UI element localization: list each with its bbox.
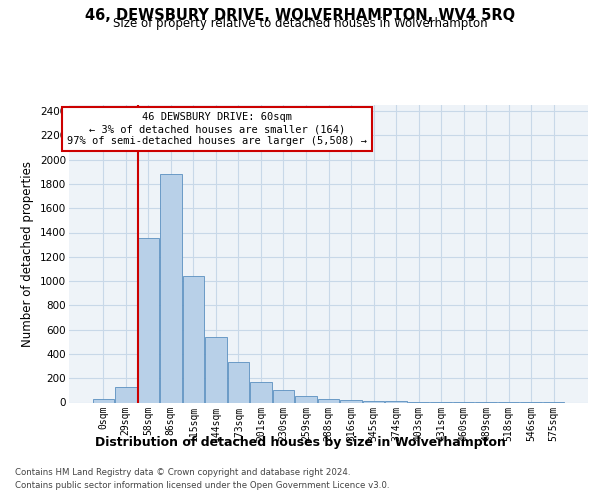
Bar xyxy=(340,400,362,402)
Text: 46, DEWSBURY DRIVE, WOLVERHAMPTON, WV4 5RQ: 46, DEWSBURY DRIVE, WOLVERHAMPTON, WV4 5… xyxy=(85,8,515,22)
Bar xyxy=(228,362,249,403)
Y-axis label: Number of detached properties: Number of detached properties xyxy=(22,161,34,347)
Bar xyxy=(92,399,114,402)
Bar xyxy=(318,399,339,402)
Bar xyxy=(115,386,137,402)
Bar xyxy=(295,396,317,402)
Text: 46 DEWSBURY DRIVE: 60sqm
← 3% of detached houses are smaller (164)
97% of semi-d: 46 DEWSBURY DRIVE: 60sqm ← 3% of detache… xyxy=(67,112,367,146)
Bar xyxy=(160,174,182,402)
Bar xyxy=(182,276,204,402)
Text: Size of property relative to detached houses in Wolverhampton: Size of property relative to detached ho… xyxy=(113,18,487,30)
Bar xyxy=(250,382,272,402)
Text: Contains HM Land Registry data © Crown copyright and database right 2024.: Contains HM Land Registry data © Crown c… xyxy=(15,468,350,477)
Bar xyxy=(273,390,294,402)
Text: Distribution of detached houses by size in Wolverhampton: Distribution of detached houses by size … xyxy=(95,436,505,449)
Bar xyxy=(137,238,159,402)
Text: Contains public sector information licensed under the Open Government Licence v3: Contains public sector information licen… xyxy=(15,480,389,490)
Bar xyxy=(363,400,384,402)
Bar xyxy=(205,337,227,402)
